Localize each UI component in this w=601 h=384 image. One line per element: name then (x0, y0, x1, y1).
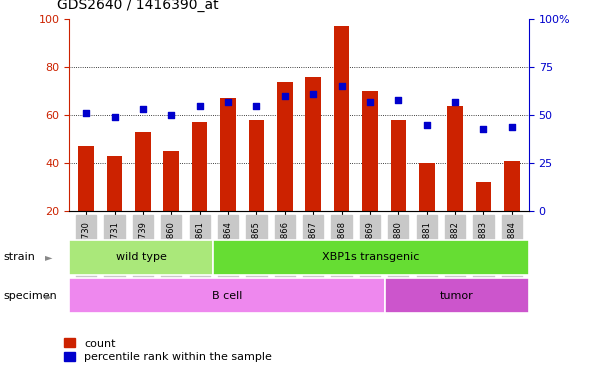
Bar (391, 120, 406, 211)
Bar (249, 120, 264, 211)
Bar (419, 163, 435, 211)
Point (394, 97, 403, 103)
Bar (385, 278, 529, 313)
Bar (362, 91, 378, 211)
Point (422, 122, 432, 128)
Text: specimen: specimen (3, 291, 56, 301)
Bar (163, 151, 179, 211)
Point (365, 99, 375, 105)
Bar (277, 82, 293, 211)
Bar (192, 122, 207, 211)
Bar (305, 77, 321, 211)
Bar (69, 278, 385, 313)
Point (195, 103, 204, 109)
Bar (107, 156, 123, 211)
Text: tumor: tumor (440, 291, 474, 301)
Bar (69, 240, 213, 275)
Point (110, 114, 120, 120)
Bar (475, 182, 491, 211)
Bar (447, 106, 463, 211)
Point (478, 126, 488, 132)
Bar (220, 98, 236, 211)
Text: GDS2640 / 1416390_at: GDS2640 / 1416390_at (57, 0, 219, 12)
Point (507, 124, 517, 130)
Point (138, 106, 148, 113)
Text: XBP1s transgenic: XBP1s transgenic (322, 252, 419, 262)
Bar (213, 240, 529, 275)
Text: ►: ► (45, 291, 52, 301)
Bar (135, 132, 151, 211)
Text: ►: ► (45, 252, 52, 262)
Point (223, 99, 233, 105)
Text: B cell: B cell (212, 291, 242, 301)
Point (337, 83, 346, 89)
Text: strain: strain (3, 252, 35, 262)
Point (280, 93, 290, 99)
Bar (334, 26, 349, 211)
Point (450, 99, 460, 105)
Bar (504, 161, 520, 211)
Point (81, 110, 91, 116)
Point (308, 91, 318, 97)
Text: wild type: wild type (115, 252, 166, 262)
Legend: count, percentile rank within the sample: count, percentile rank within the sample (59, 334, 276, 367)
Bar (78, 146, 94, 211)
Point (166, 112, 176, 118)
Point (252, 103, 261, 109)
